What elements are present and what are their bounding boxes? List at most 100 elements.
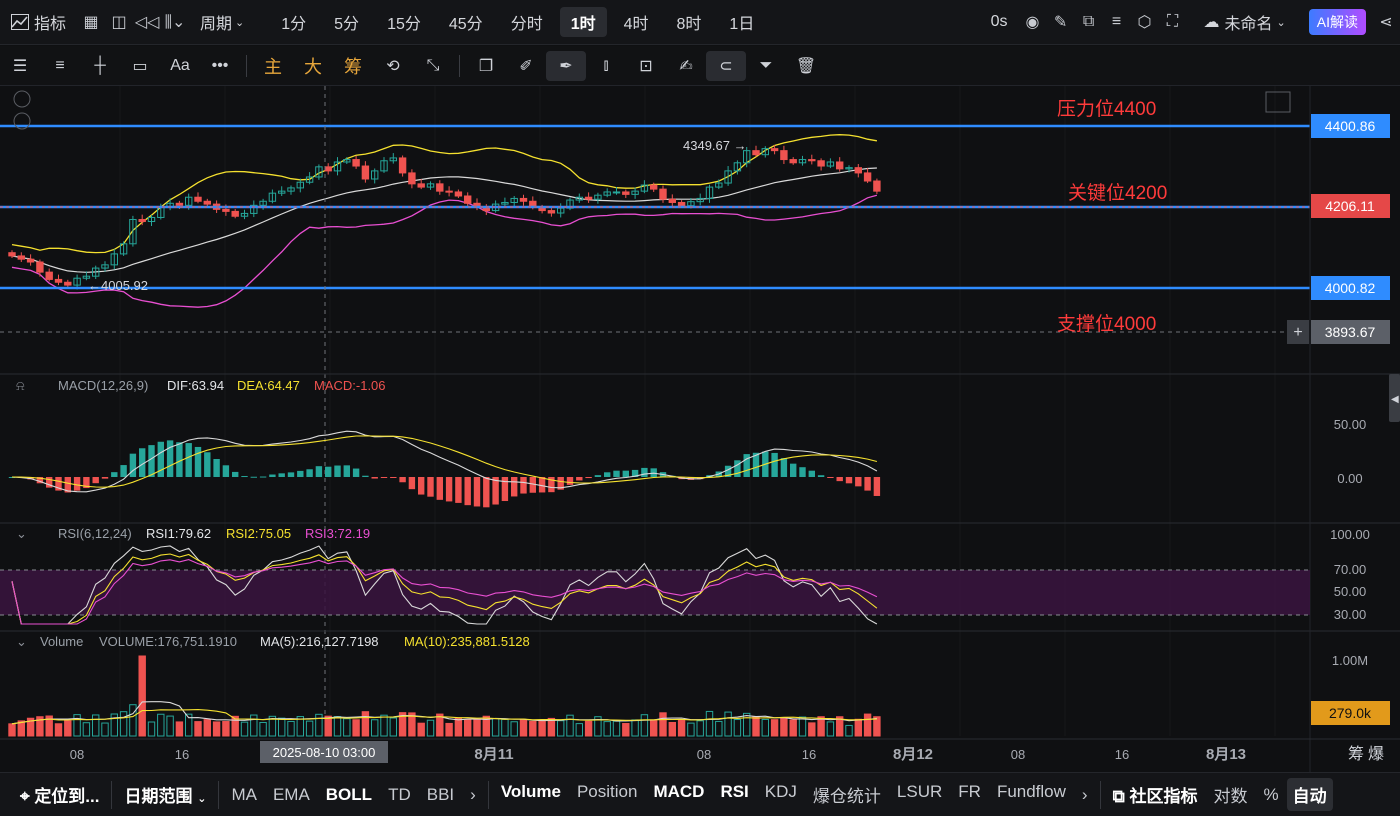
trash-icon[interactable]: 🗑 (795, 57, 817, 75)
workspace-dropdown[interactable]: ☁ 未命名 ⌄ (1193, 7, 1297, 37)
sub-indicator-tab[interactable]: KDJ (764, 782, 797, 801)
magnet-icon[interactable]: ⊂ (706, 50, 746, 81)
copy-icon[interactable]: ❐ (478, 57, 494, 75)
interval-tab[interactable]: 1时 (559, 7, 607, 37)
interval-tab[interactable]: 5分 (334, 16, 360, 33)
candle-body (138, 218, 146, 223)
draw-pen-icon[interactable]: ✒ (546, 50, 586, 81)
sub-indicator-tab[interactable]: Fundflow (996, 782, 1066, 801)
crosshair-line-icon[interactable]: ┼ (94, 56, 106, 74)
candle-body (315, 166, 323, 178)
interval-tab[interactable]: 15分 (387, 16, 421, 33)
settings-icon[interactable]: ⬡ (1137, 14, 1152, 31)
sub-indicator-tab[interactable]: 爆仓统计 (812, 787, 881, 806)
sync-icon[interactable]: ⟲ (386, 57, 400, 75)
horizontal-lines-icon[interactable]: ☰ (12, 57, 28, 75)
candle-body (724, 170, 732, 184)
interval-tab[interactable]: 8时 (676, 16, 702, 33)
volume-bar (129, 704, 137, 737)
more-icon[interactable]: ••• (211, 56, 229, 74)
interval-tab[interactable]: 4时 (623, 16, 649, 33)
main-indicator-tab[interactable]: BOLL (325, 784, 373, 804)
candle-body (92, 267, 100, 277)
candle-body (110, 253, 118, 266)
side-panel-handle[interactable] (1389, 374, 1400, 422)
macd-histogram-bar (464, 477, 471, 506)
pencil-icon[interactable]: ✎ (1053, 14, 1068, 31)
rectangle-icon[interactable]: ▭ (132, 57, 148, 75)
sub-indicator-tab[interactable]: MACD (653, 782, 705, 801)
volume-bar (147, 721, 156, 737)
sub-indicator-tab[interactable]: FR (958, 782, 981, 801)
filter-icon[interactable]: ⏷ (759, 56, 773, 74)
chevron-icon[interactable]: ⌄ (16, 634, 27, 649)
candle-body (677, 201, 686, 207)
volume-current-tag (1311, 701, 1390, 725)
log-scale-toggle[interactable]: 对数 (1213, 787, 1248, 806)
percent-scale-toggle[interactable]: % (1263, 784, 1279, 804)
key-level-annotation[interactable]: 关键位4200 (1068, 182, 1167, 204)
main-indicator-tab[interactable]: TD (388, 784, 411, 804)
volume-bar (529, 720, 537, 737)
ai-interpret-button[interactable]: AI解读 (1308, 9, 1366, 35)
lock-icon[interactable]: ⊡ (639, 57, 653, 75)
fullscreen-icon[interactable]: ⛶ (1166, 13, 1179, 30)
chart-canvas[interactable]: 压力位4400 关键位4200 支撑位4000 4349.67 → ←4005.… (0, 86, 1400, 772)
volume-bar (222, 721, 230, 737)
auto-scale-toggle[interactable]: 自动 (1286, 778, 1333, 811)
text-tool[interactable]: Aa (170, 56, 190, 74)
candle-type-icon[interactable]: ⫼⌄ (164, 14, 186, 31)
share-icon[interactable]: ⋖ (1379, 14, 1393, 31)
support-annotation[interactable]: 支撑位4000 (1057, 313, 1156, 335)
period-dropdown[interactable]: 周期 ⌄ (189, 7, 255, 37)
indicator-button[interactable]: 指标 (0, 7, 77, 37)
chip-distribution-button[interactable]: 筹 (344, 56, 362, 77)
candle-body (296, 181, 305, 189)
measure-icon[interactable]: ⤡ (426, 56, 440, 74)
sub-indicator-tab[interactable]: LSUR (896, 782, 943, 801)
layout-icon[interactable]: ◫ (111, 14, 127, 31)
interval-tab[interactable]: 45分 (448, 16, 483, 33)
chevron-right-icon[interactable]: › (470, 784, 476, 804)
list-icon[interactable]: ≡ (1111, 13, 1122, 30)
camera-icon[interactable]: ◉ (1025, 14, 1040, 31)
candle-icon[interactable]: ⫾ (603, 56, 609, 74)
date-range-dropdown[interactable]: 日期范围 ⌄ (116, 782, 214, 807)
menu-icon[interactable]: ≡ (55, 56, 65, 74)
interval-tab[interactable]: 1日 (729, 16, 755, 33)
main-chart-button[interactable]: 主 (264, 56, 282, 77)
volume-bar (510, 721, 518, 737)
volume-bar (538, 720, 546, 737)
sub-indicator-tab[interactable]: RSI (720, 782, 749, 801)
rewind-icon[interactable]: ◁◁ (134, 14, 160, 31)
workspace-label: 未命名 (1224, 16, 1273, 33)
expand-icon[interactable] (13, 112, 31, 130)
maximize-icon[interactable] (1265, 91, 1291, 113)
volume-bar (845, 724, 853, 737)
main-indicator-tab[interactable]: EMA (272, 784, 310, 804)
sub-indicator-tab[interactable]: Position (576, 782, 638, 801)
ruler-icon[interactable]: ✐ (519, 57, 533, 75)
bell-icon[interactable]: ⍾ (16, 378, 25, 393)
resistance-annotation[interactable]: 压力位4400 (1057, 98, 1156, 120)
main-indicator-tab[interactable]: BBI (426, 784, 455, 804)
community-indicators-button[interactable]: ⧉ 社区指标 (1105, 782, 1206, 807)
chevron-down-icon: ⌄ (235, 16, 245, 29)
popout-icon[interactable]: ⧉ (1082, 13, 1095, 30)
interval-tab[interactable]: 1分 (281, 16, 307, 33)
add-alert-button[interactable] (1287, 320, 1309, 344)
sub-indicator-tab[interactable]: Volume (500, 782, 561, 801)
liquidation-axis-label[interactable]: 爆 (1368, 744, 1384, 763)
edit-icon[interactable]: ✍ (679, 57, 693, 75)
locate-button[interactable]: ⌖ 定位到... (12, 782, 107, 807)
main-indicator-tab[interactable]: MA (231, 784, 257, 804)
volume-bar (398, 712, 407, 737)
chip-axis-label[interactable]: 筹 (1348, 745, 1364, 763)
calendar-icon[interactable]: ▦ (83, 14, 99, 31)
chevron-icon[interactable]: ⌄ (16, 526, 27, 541)
large-order-button[interactable]: 大 (304, 56, 322, 77)
volume-bar (659, 712, 667, 737)
chevron-right-icon[interactable]: › (1081, 784, 1088, 804)
collapse-icon[interactable] (13, 90, 31, 108)
interval-tab[interactable]: 分时 (510, 16, 543, 33)
